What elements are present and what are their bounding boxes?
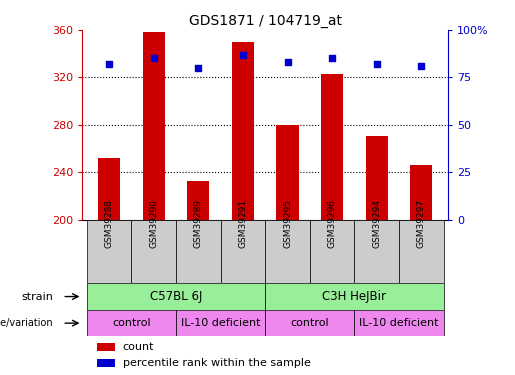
Title: GDS1871 / 104719_at: GDS1871 / 104719_at	[188, 13, 342, 28]
Point	[194, 65, 202, 71]
Text: control: control	[112, 318, 151, 328]
Text: percentile rank within the sample: percentile rank within the sample	[123, 358, 311, 368]
Text: count: count	[123, 342, 154, 352]
Point	[372, 61, 381, 67]
Text: C57BL 6J: C57BL 6J	[150, 290, 202, 303]
Bar	[321, 74, 344, 220]
Bar	[310, 220, 354, 283]
Point	[417, 63, 425, 69]
Bar	[265, 220, 310, 283]
Bar	[410, 165, 433, 220]
Text: strain: strain	[21, 291, 53, 302]
Bar	[97, 344, 115, 351]
Bar	[131, 220, 176, 283]
Bar	[176, 310, 265, 336]
Text: GSM39291: GSM39291	[238, 199, 247, 248]
Bar	[265, 283, 443, 310]
Point	[328, 56, 336, 62]
Text: C3H HeJBir: C3H HeJBir	[322, 290, 386, 303]
Bar	[187, 181, 210, 220]
Point	[105, 61, 113, 67]
Text: IL-10 deficient: IL-10 deficient	[181, 318, 261, 328]
Bar	[87, 220, 131, 283]
Bar	[87, 310, 176, 336]
Bar	[354, 310, 443, 336]
Text: IL-10 deficient: IL-10 deficient	[359, 318, 439, 328]
Point	[239, 52, 247, 58]
Bar	[87, 283, 265, 310]
Text: GSM39295: GSM39295	[283, 199, 292, 248]
Bar	[354, 220, 399, 283]
Text: GSM39297: GSM39297	[417, 199, 426, 248]
Bar	[366, 136, 388, 220]
Bar	[399, 220, 443, 283]
Point	[150, 56, 158, 62]
Bar	[143, 32, 165, 220]
Text: GSM39296: GSM39296	[328, 199, 337, 248]
Text: GSM39288: GSM39288	[105, 199, 114, 248]
Text: GSM39289: GSM39289	[194, 199, 203, 248]
Text: control: control	[290, 318, 329, 328]
Text: genotype/variation: genotype/variation	[0, 318, 53, 328]
Bar	[176, 220, 220, 283]
Bar	[98, 158, 121, 220]
Bar	[277, 125, 299, 220]
Bar	[232, 42, 254, 220]
Text: GSM39290: GSM39290	[149, 199, 158, 248]
Bar	[97, 359, 115, 367]
Point	[283, 59, 291, 65]
Bar	[265, 310, 354, 336]
Text: GSM39294: GSM39294	[372, 200, 381, 248]
Bar	[220, 220, 265, 283]
